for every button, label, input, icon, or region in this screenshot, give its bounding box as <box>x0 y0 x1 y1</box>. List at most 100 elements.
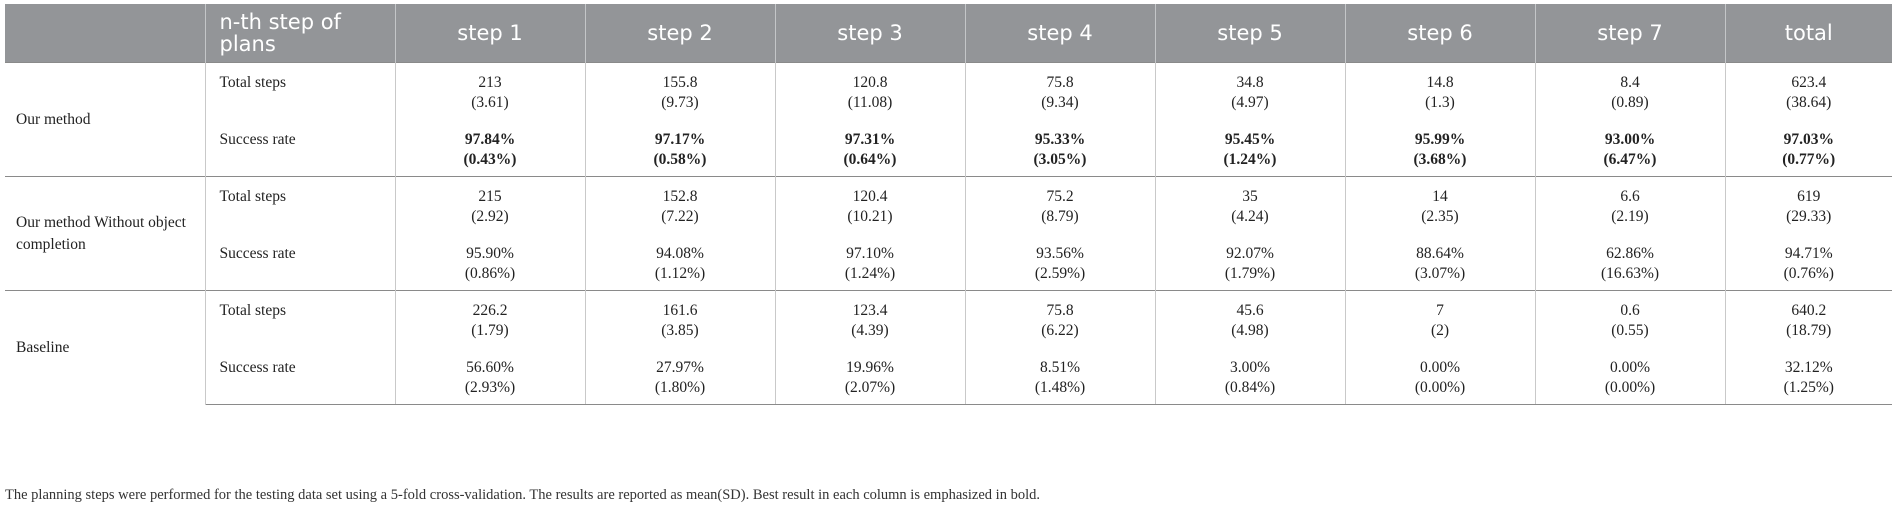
table-cell: 27.97% (1.80%) <box>585 347 776 405</box>
header-step-6: step 6 <box>1345 4 1536 63</box>
table-cell: 0.00% (0.00%) <box>1535 347 1726 405</box>
cell-value: 97.84% <box>464 130 516 148</box>
cell-sd: (3.85) <box>661 322 699 339</box>
cell-value: 75.8 <box>1046 74 1074 91</box>
cell-value: 3.00% <box>1229 358 1271 376</box>
cell-sd: (8.79) <box>1041 208 1079 225</box>
cell-value: 97.10% <box>846 244 894 262</box>
table-cell: 75.8 (9.34) <box>965 62 1156 120</box>
cell-sd: (9.34) <box>1041 94 1079 111</box>
table-cell: 640.2 (18.79) <box>1725 290 1892 348</box>
cell-sd: (6.22) <box>1041 322 1079 339</box>
results-table: n-th step of plans step 1 step 2 step 3 … <box>5 4 1892 405</box>
cell-value: 56.60% <box>466 358 514 376</box>
cell-sd: (3.07%) <box>1414 264 1466 282</box>
table-cell: 95.33% (3.05%) <box>965 119 1156 177</box>
cell-sd: (4.24) <box>1231 208 1269 225</box>
metric-label: Total steps <box>205 290 396 348</box>
table-cell: 94.08% (1.12%) <box>585 233 776 291</box>
table-row: Success rate 56.60% (2.93%) 27.97% (1.80%) 19… <box>5 347 1892 405</box>
header-step-5: step 5 <box>1155 4 1346 63</box>
cell-sd: (0.89) <box>1611 94 1649 111</box>
cell-value: 94.71% <box>1784 244 1833 262</box>
cell-sd: (2.93%) <box>464 378 516 396</box>
header-total: total <box>1725 4 1892 63</box>
cell-value: 27.97% <box>656 358 704 376</box>
table-cell: 215 (2.92) <box>395 176 586 234</box>
cell-value: 95.90% <box>466 244 514 262</box>
table-cell: 97.03% (0.77%) <box>1725 120 1892 177</box>
table-cell: 623.4 (38.64) <box>1725 62 1892 120</box>
cell-sd: (1.79%) <box>1224 264 1276 282</box>
cell-value: 88.64% <box>1416 244 1464 262</box>
cell-value: 97.17% <box>654 130 706 148</box>
header-step-3: step 3 <box>775 4 966 63</box>
cell-sd: (2.07%) <box>844 378 896 396</box>
cell-value: 623.4 <box>1791 74 1827 91</box>
cell-sd: (1.80%) <box>654 378 706 396</box>
table-cell: 45.6 (4.98) <box>1155 290 1346 348</box>
method-label: Baseline <box>5 290 206 405</box>
table-cell: 75.2 (8.79) <box>965 176 1156 234</box>
table-cell: 123.4 (4.39) <box>775 290 966 348</box>
table-cell: 6.6 (2.19) <box>1535 176 1726 234</box>
cell-value: 120.8 <box>852 74 888 91</box>
cell-sd: (3.05%) <box>1033 150 1087 168</box>
table-row: Our method Without object completion Tota… <box>5 176 1892 291</box>
table-cell: 88.64% (3.07%) <box>1345 233 1536 291</box>
cell-value: 0.6 <box>1620 302 1640 319</box>
cell-sd: (29.33) <box>1786 208 1832 225</box>
cell-sd: (0.00%) <box>1414 378 1466 396</box>
metric-label: Success rate <box>205 347 396 405</box>
cell-sd: (0.00%) <box>1604 378 1656 396</box>
table-cell: 120.4 (10.21) <box>775 176 966 234</box>
cell-sd: (0.58%) <box>653 150 707 168</box>
cell-value: 45.6 <box>1236 302 1264 319</box>
cell-sd: (2.35) <box>1421 208 1459 225</box>
table-row: Baseline Total steps 226.2 (1.79) 161.6 (3.85… <box>5 290 1892 405</box>
cell-sd: (3.61) <box>471 94 509 111</box>
table-cell: 35 (4.24) <box>1155 176 1346 234</box>
table-cell: 619 (29.33) <box>1725 176 1892 234</box>
method-label: Our method <box>5 62 206 177</box>
header-row-label: n-th step of plans <box>205 4 396 63</box>
cell-value: 14.8 <box>1426 74 1454 91</box>
table-cell: 97.10% (1.24%) <box>775 233 966 291</box>
cell-sd: (11.08) <box>847 94 893 111</box>
table-cell: 56.60% (2.93%) <box>395 347 586 405</box>
cell-sd: (2.59%) <box>1034 264 1086 282</box>
table-caption: The planning steps were performed for th… <box>5 487 1040 503</box>
cell-sd: (18.79) <box>1786 322 1832 339</box>
cell-value: 0.00% <box>1419 358 1461 376</box>
table-cell: 226.2 (1.79) <box>395 290 586 348</box>
table-cell: 120.8 (11.08) <box>775 62 966 120</box>
table-cell: 19.96% (2.07%) <box>775 347 966 405</box>
metric-label: Success rate <box>205 233 396 291</box>
table-cell: 8.4 (0.89) <box>1535 62 1726 120</box>
cell-value: 226.2 <box>472 302 508 319</box>
table-cell: 0.00% (0.00%) <box>1345 347 1536 405</box>
cell-value: 93.56% <box>1036 244 1084 262</box>
metric-label: Total steps <box>205 62 396 120</box>
table-cell: 97.31% (0.64%) <box>775 119 966 177</box>
cell-value: 32.12% <box>1784 358 1833 376</box>
cell-sd: (4.98) <box>1231 322 1269 339</box>
table-cell: 14.8 (1.3) <box>1345 62 1536 120</box>
cell-sd: (0.84%) <box>1224 378 1276 396</box>
header-row: n-th step of plans step 1 step 2 step 3 … <box>5 4 1892 63</box>
table-cell: 8.51% (1.48%) <box>965 347 1156 405</box>
cell-value: 14 <box>1432 188 1448 205</box>
cell-sd: (1.25%) <box>1783 378 1834 396</box>
table-cell: 155.8 (9.73) <box>585 62 776 120</box>
cell-sd: (0.43%) <box>463 150 517 168</box>
method-label: Our method Without object completion <box>5 176 206 291</box>
table-cell: 97.17% (0.58%) <box>585 119 776 177</box>
cell-value: 152.8 <box>662 188 698 205</box>
cell-sd: (1.24%) <box>844 264 896 282</box>
metric-label: Total steps <box>205 176 396 234</box>
cell-value: 7 <box>1436 302 1444 319</box>
cell-sd: (10.21) <box>847 208 893 225</box>
cell-value: 75.2 <box>1046 188 1074 205</box>
cell-value: 95.33% <box>1034 130 1086 148</box>
table-cell: 14 (2.35) <box>1345 176 1536 234</box>
